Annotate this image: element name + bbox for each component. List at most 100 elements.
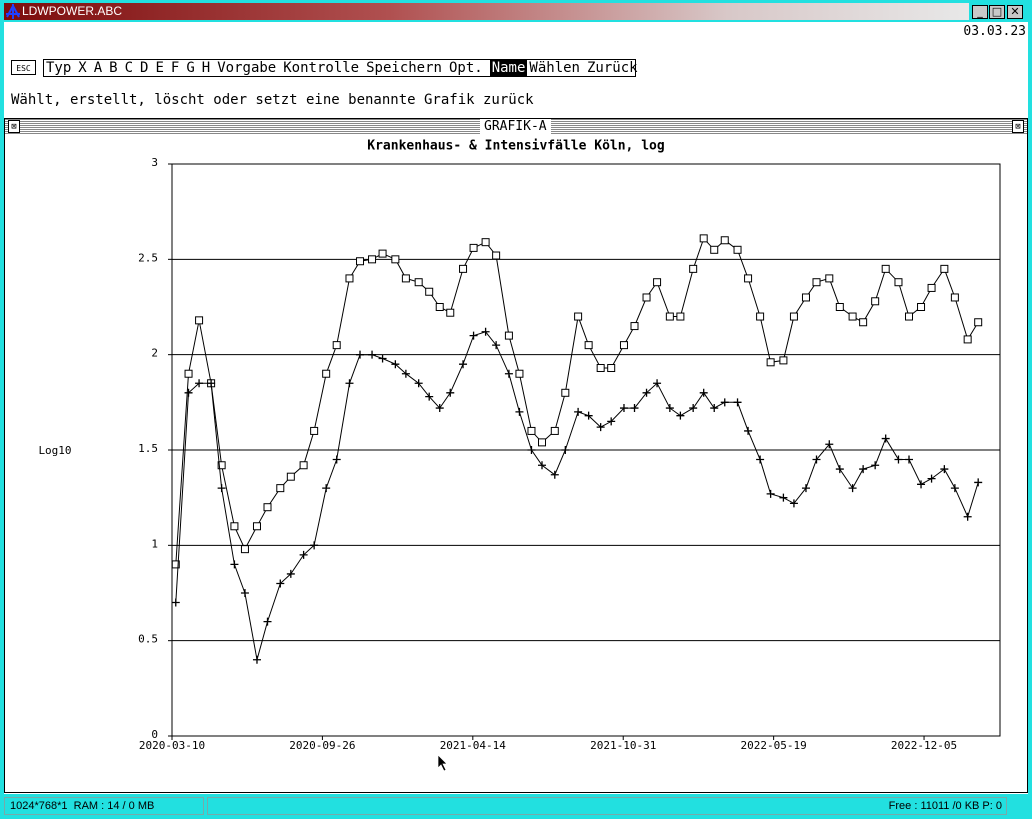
square-marker (881, 264, 890, 273)
maximize-button[interactable]: □ (989, 5, 1005, 19)
menu-item[interactable]: H (201, 60, 211, 76)
plus-marker (733, 398, 742, 407)
menu-item[interactable]: Vorgabe (217, 60, 277, 76)
plus-marker (286, 569, 295, 578)
plus-marker (720, 398, 729, 407)
chart-window-button[interactable]: ⊠ (1012, 120, 1024, 133)
square-marker (435, 303, 444, 311)
square-marker (391, 255, 400, 264)
square-marker (345, 274, 354, 283)
plus-marker (779, 493, 788, 502)
plus-marker (963, 512, 972, 521)
square-marker (642, 293, 651, 302)
menu-item[interactable]: F (170, 60, 180, 76)
menu-item[interactable]: D (140, 60, 149, 76)
plus-marker (881, 434, 890, 443)
x-tick-label: 2021-04-14 (440, 739, 507, 752)
plus-marker (766, 489, 775, 498)
square-marker (894, 278, 903, 287)
square-marker (492, 251, 501, 260)
square-marker (550, 426, 559, 435)
plus-marker (835, 465, 844, 474)
y-tick-label: 1.5 (138, 442, 158, 455)
menu-item[interactable]: X (78, 60, 87, 76)
square-marker (596, 364, 605, 373)
esc-button[interactable]: ESC (11, 60, 36, 75)
plus-marker (859, 465, 868, 474)
plus-marker (435, 404, 444, 413)
square-marker (653, 278, 662, 287)
menu-item[interactable]: Kontrolle (283, 60, 360, 76)
plus-marker (550, 470, 559, 479)
square-marker (756, 312, 765, 321)
menu-item[interactable]: G (186, 60, 195, 76)
menu-item[interactable]: Speichern (366, 60, 442, 76)
square-marker (584, 341, 593, 350)
chart: Krankenhaus- & Intensivfälle Köln, log L… (38, 139, 1001, 772)
square-marker (574, 312, 583, 321)
plus-marker (425, 392, 434, 401)
app-icon (6, 3, 20, 19)
plus-marker (689, 404, 698, 413)
square-marker (848, 312, 857, 321)
menu-item[interactable]: Wählen (529, 60, 580, 76)
y-tick-label: 0.5 (138, 633, 158, 646)
plus-marker (699, 388, 708, 397)
status-bar: 1024*768*1 RAM : 14 / 0 MB Free : 11011 … (0, 794, 1032, 819)
square-marker (974, 318, 983, 327)
x-tick-label: 2022-05-19 (741, 739, 807, 752)
menu-item[interactable]: B (109, 60, 118, 76)
plus-marker (744, 426, 753, 435)
square-marker (356, 257, 365, 266)
menu-item[interactable]: E (155, 60, 164, 76)
plus-marker (619, 404, 628, 413)
plus-marker (299, 550, 308, 559)
plus-marker (917, 480, 926, 489)
menu-item[interactable]: Opt. (448, 60, 483, 76)
plus-marker (469, 331, 478, 340)
square-marker (710, 245, 719, 254)
plus-marker (653, 379, 662, 388)
chart-window-title: GRAFIK-A (480, 119, 551, 135)
plus-marker (276, 579, 285, 588)
menu-item[interactable]: A (93, 60, 103, 76)
close-button[interactable]: ✕ (1007, 5, 1023, 19)
plus-marker (789, 499, 798, 508)
square-marker (789, 312, 798, 321)
plus-marker (871, 461, 880, 470)
square-marker (927, 283, 936, 292)
square-marker (527, 426, 536, 435)
plus-marker (378, 354, 387, 363)
date: 03.03.23 (963, 24, 1026, 39)
square-marker (459, 264, 468, 273)
y-tick-label: 3 (151, 156, 158, 169)
menu-item[interactable]: Name (489, 60, 528, 76)
square-marker (276, 484, 285, 493)
square-marker (286, 472, 295, 481)
menu-item[interactable]: C (124, 60, 134, 76)
plus-marker (252, 655, 261, 664)
square-marker (504, 331, 513, 340)
plus-marker (401, 369, 410, 378)
menu-item[interactable]: Typ (46, 60, 72, 76)
square-marker (766, 358, 775, 367)
square-marker (263, 503, 272, 512)
square-marker (414, 278, 423, 287)
chart-window-button[interactable]: ⊠ (8, 120, 20, 133)
status-text: 1024*768*1 (10, 800, 68, 812)
status-free: Free : 11011 /0 KB P: 0 (207, 797, 1007, 815)
plus-marker (184, 388, 193, 397)
menu-item[interactable]: Zurück (586, 60, 638, 76)
square-marker (835, 303, 844, 311)
status-screen: 1024*768*1 RAM : 14 / 0 MB (4, 797, 204, 815)
plus-marker (332, 455, 341, 464)
square-marker (538, 438, 547, 447)
status-text: RAM : 14 / 0 MB (73, 800, 155, 812)
square-marker (446, 308, 455, 317)
minimize-button[interactable]: _ (972, 5, 988, 19)
plus-marker (642, 388, 651, 397)
plus-marker (368, 350, 377, 359)
plus-marker (676, 411, 685, 420)
plus-marker (974, 478, 983, 487)
x-tick-label: 2022-12-05 (891, 739, 957, 752)
